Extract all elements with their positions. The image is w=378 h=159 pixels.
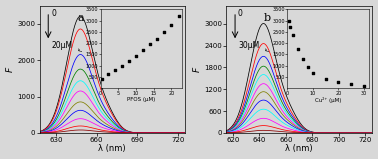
X-axis label: λ (nm): λ (nm) [98, 144, 126, 153]
Text: 0: 0 [238, 9, 243, 18]
Text: 30μM: 30μM [238, 41, 259, 50]
X-axis label: λ (nm): λ (nm) [285, 144, 313, 153]
Text: b: b [264, 13, 271, 23]
Y-axis label: F: F [6, 67, 15, 72]
Text: 20μM: 20μM [51, 41, 72, 50]
Text: a: a [77, 13, 84, 23]
Text: 0: 0 [51, 9, 56, 18]
Y-axis label: F: F [192, 67, 201, 72]
